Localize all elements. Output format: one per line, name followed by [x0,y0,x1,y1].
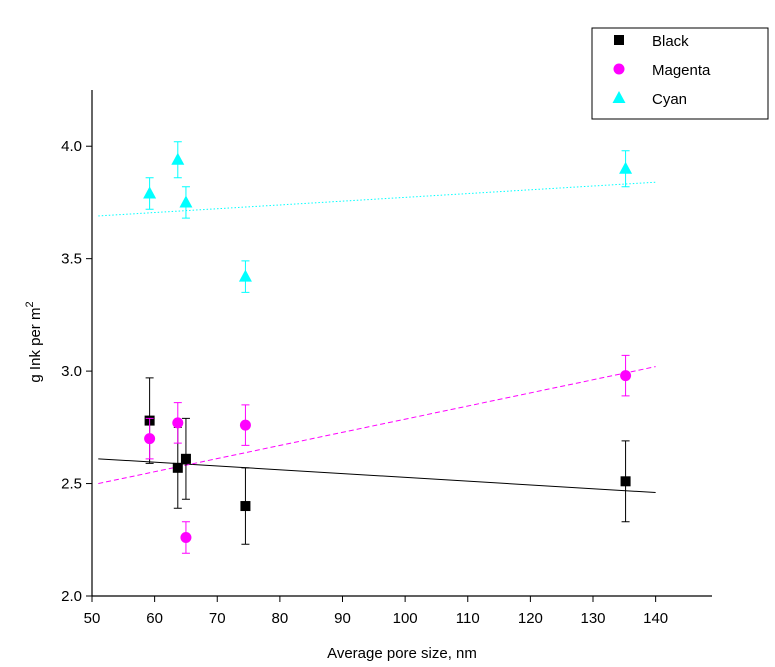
point [620,370,632,382]
x-tick-label: 70 [209,610,226,627]
point [172,417,184,429]
y-tick-label: 4.0 [61,138,82,155]
x-tick-label: 100 [393,610,418,627]
x-tick-label: 60 [146,610,163,627]
legend-label: Cyan [652,91,687,108]
y-axis-label-superscript: 2 [24,301,36,307]
legend-marker [614,35,624,45]
point [619,161,633,174]
trend-line [98,366,656,485]
x-tick-label: 120 [518,610,543,627]
x-tick-label: 80 [272,610,289,627]
x-tick-label: 110 [456,610,480,627]
legend-label: Black [652,33,689,50]
x-tick-label: 130 [580,610,605,627]
x-axis-label: Average pore size, nm [327,645,477,662]
y-tick-label: 3.5 [61,251,82,268]
y-tick-label: 2.5 [61,476,82,493]
legend-label: Magenta [652,62,711,79]
point [179,195,193,208]
legend-marker [613,63,625,75]
y-axis-label: g Ink per m2 [24,301,44,382]
x-tick-label: 50 [84,610,101,627]
point [171,152,185,165]
point [180,532,192,544]
y-tick-label: 3.0 [61,363,82,380]
point [239,419,251,431]
trend-line [98,181,656,217]
point [172,462,183,473]
point [144,433,156,445]
point [180,453,191,464]
x-tick-label: 90 [334,610,351,627]
y-axis-label-text: g Ink per m [27,308,44,383]
point [620,476,631,487]
point [143,186,157,199]
legend-marker [612,91,626,103]
point [240,501,251,512]
point [238,269,252,282]
y-tick-label: 2.0 [61,588,82,605]
x-tick-label: 140 [643,610,668,627]
trend-line [98,458,656,494]
